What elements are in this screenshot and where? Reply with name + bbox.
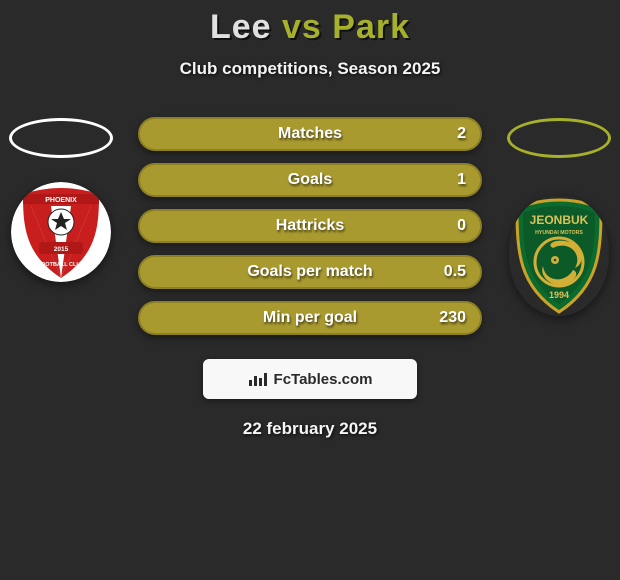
stat-row: Matches 2 xyxy=(138,117,482,151)
subtitle: Club competitions, Season 2025 xyxy=(0,59,620,79)
team2-name-top: JEONBUK xyxy=(530,213,589,227)
stat-row: Goals per match 0.5 xyxy=(138,255,482,289)
player1-avatar-placeholder xyxy=(9,118,113,158)
stat-value-right: 0 xyxy=(457,217,466,235)
player2-column: JEONBUK HYUNDAI MOTORS 1994 xyxy=(504,118,614,316)
stat-label: Hattricks xyxy=(276,217,344,235)
team2-year: 1994 xyxy=(549,290,569,300)
team1-badge: PHOENIX 2015 FOOTBALL CLUB xyxy=(11,182,111,282)
team1-year: 2015 xyxy=(54,246,69,253)
stat-row: Hattricks 0 xyxy=(138,209,482,243)
stat-label: Goals per match xyxy=(247,263,372,281)
stat-value-right: 230 xyxy=(439,309,466,327)
player1-column: PHOENIX 2015 FOOTBALL CLUB xyxy=(6,118,116,282)
date-text: 22 february 2025 xyxy=(0,419,620,439)
stat-label: Matches xyxy=(278,125,342,143)
stat-value-right: 0.5 xyxy=(444,263,466,281)
team2-badge: JEONBUK HYUNDAI MOTORS 1994 xyxy=(509,196,609,316)
stat-row: Min per goal 230 xyxy=(138,301,482,335)
stat-label: Min per goal xyxy=(263,309,357,327)
team2-crest-icon: JEONBUK HYUNDAI MOTORS 1994 xyxy=(509,196,609,316)
bar-chart-icon xyxy=(248,371,268,387)
team1-name-top: PHOENIX xyxy=(45,197,77,204)
player2-avatar-placeholder xyxy=(507,118,611,158)
comparison-card: Lee vs Park Club competitions, Season 20… xyxy=(0,0,620,580)
vs-text: vs xyxy=(282,8,322,46)
watermark-badge: FcTables.com xyxy=(203,359,417,399)
stat-label: Goals xyxy=(288,171,332,189)
title: Lee vs Park xyxy=(0,8,620,47)
team1-crest-icon: PHOENIX 2015 FOOTBALL CLUB xyxy=(11,182,111,282)
stat-value-right: 1 xyxy=(457,171,466,189)
watermark-text: FcTables.com xyxy=(274,371,373,388)
stats-list: Matches 2 Goals 1 Hattricks 0 Goals per … xyxy=(138,117,482,335)
player2-name: Park xyxy=(332,8,410,46)
player1-name: Lee xyxy=(210,8,272,46)
team2-subtitle: HYUNDAI MOTORS xyxy=(535,230,583,236)
stat-row: Goals 1 xyxy=(138,163,482,197)
stat-value-right: 2 xyxy=(457,125,466,143)
